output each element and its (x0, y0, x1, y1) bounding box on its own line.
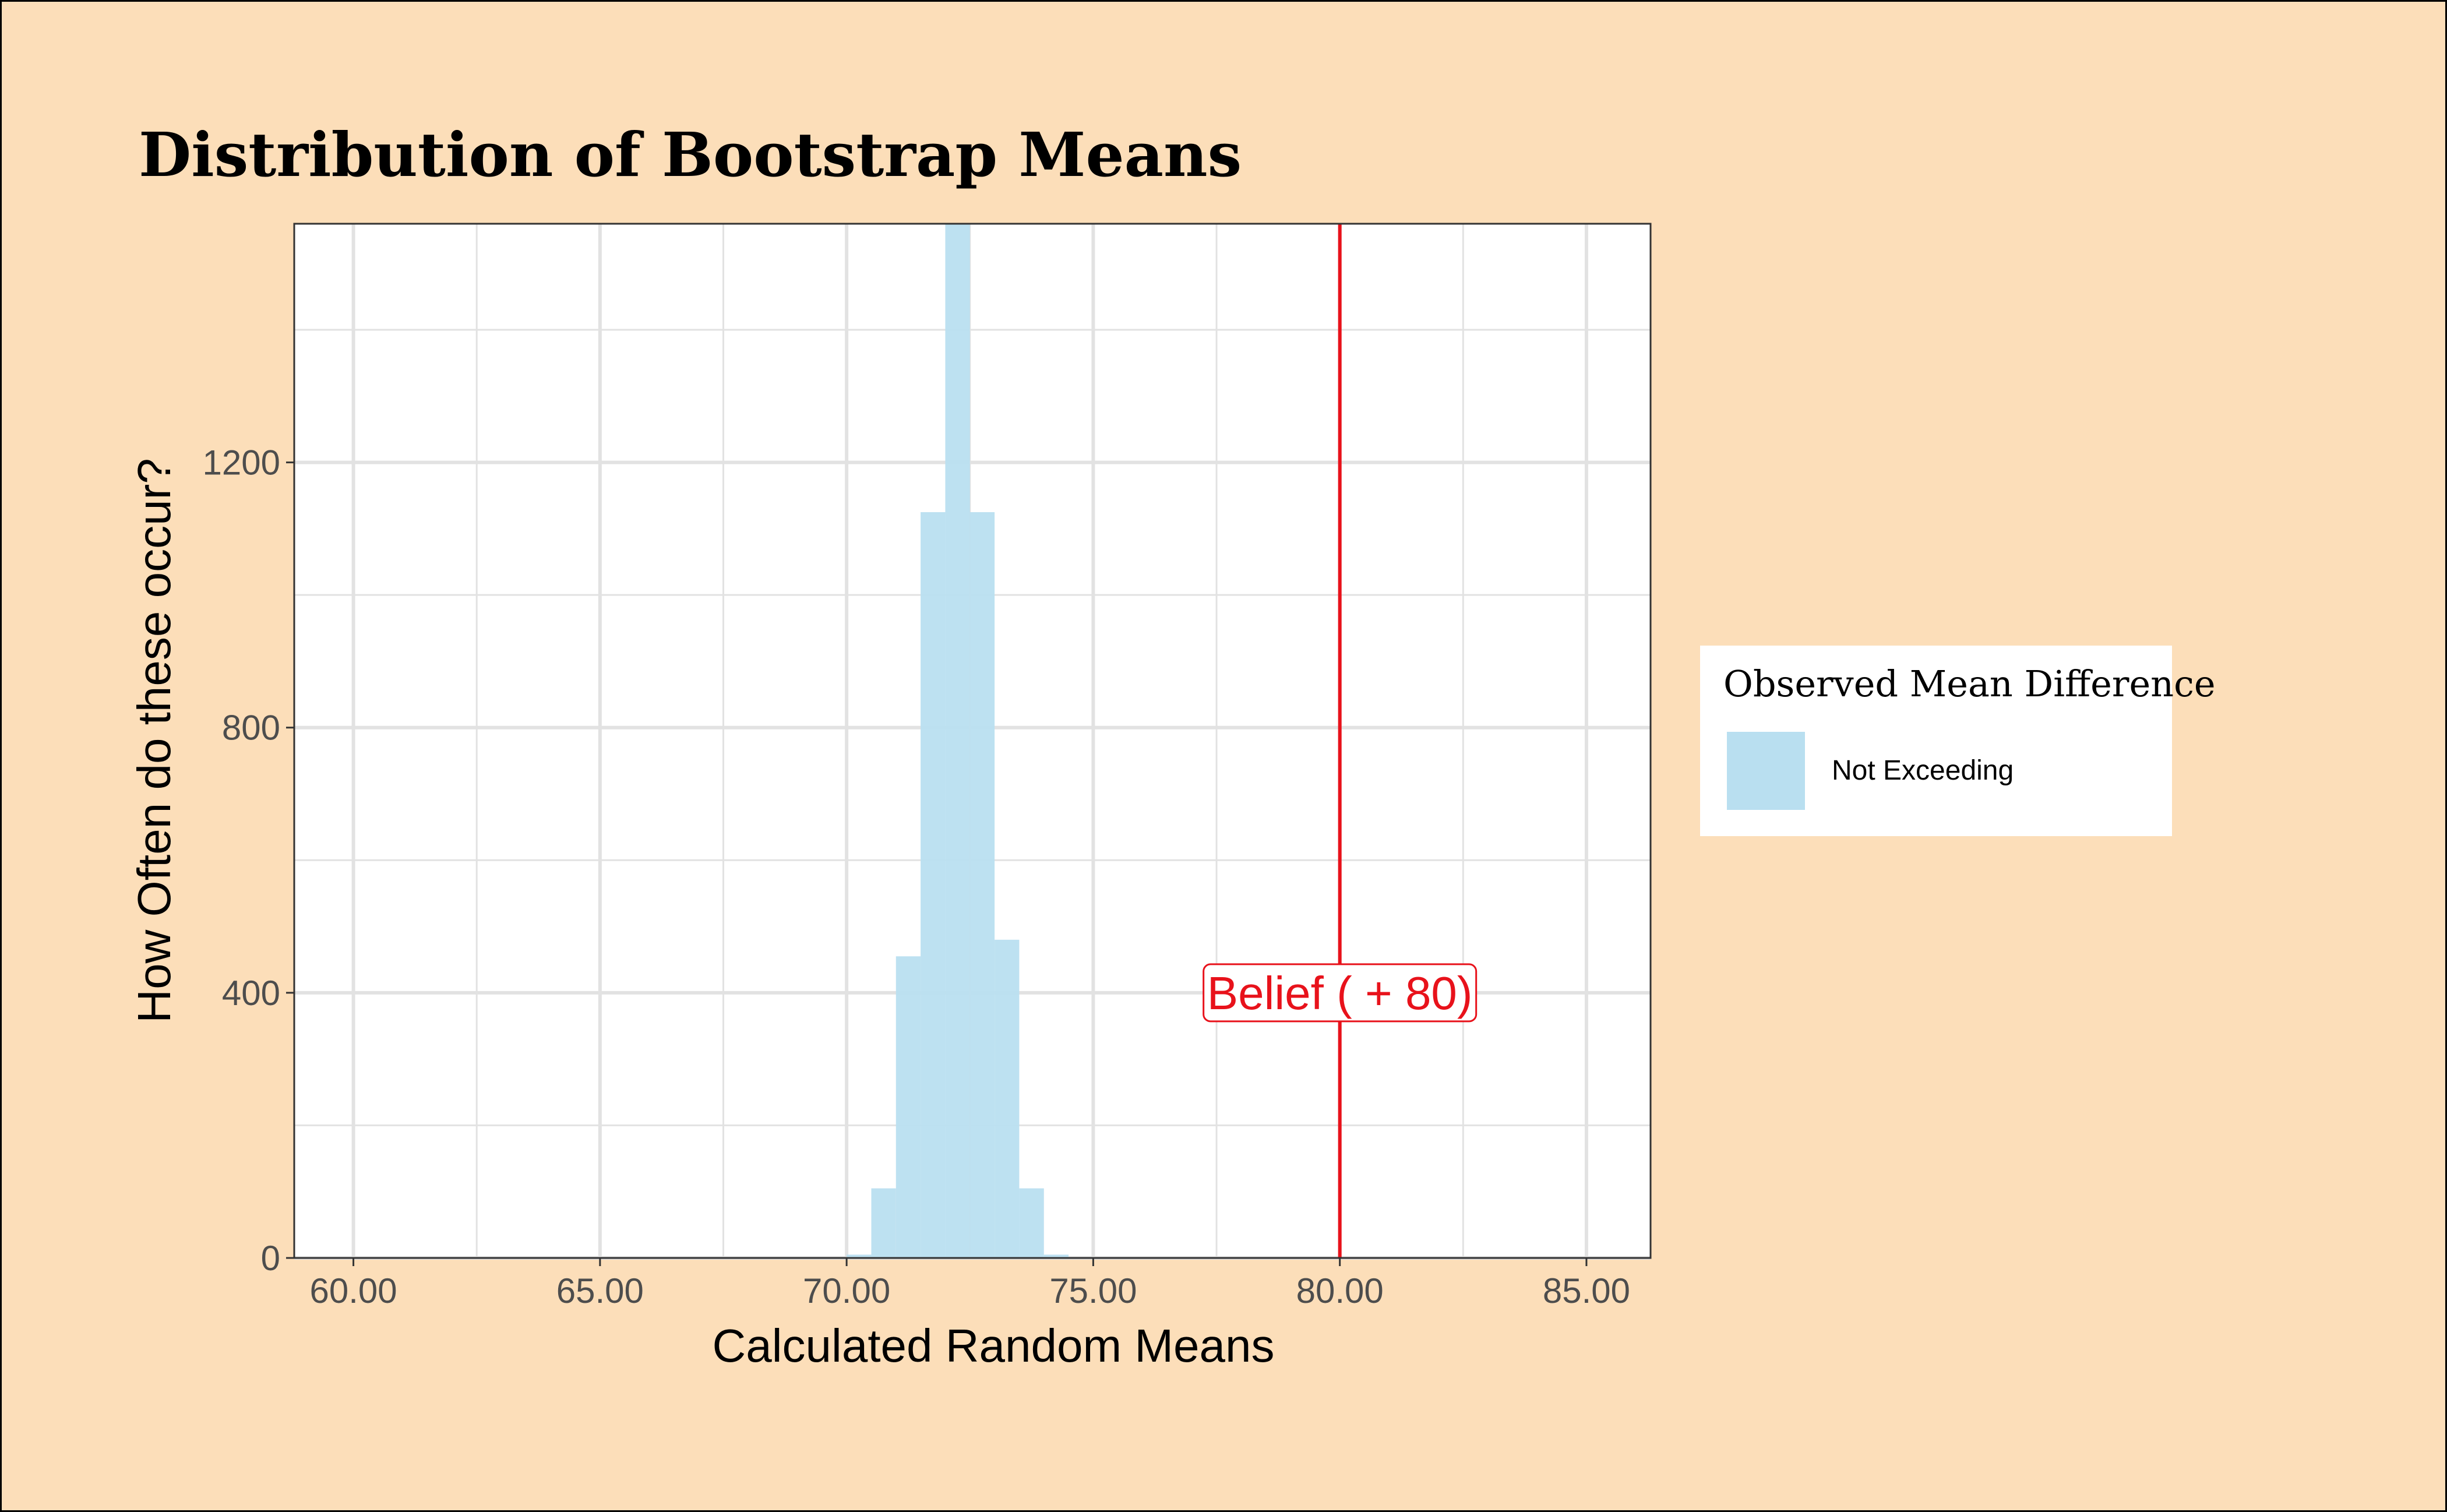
legend-swatch (1727, 732, 1805, 810)
chart-title: Distribution of Bootstrap Means (139, 119, 1242, 191)
reference-line-group: Belief ( + 80) (1203, 224, 1478, 1258)
histogram-bar (921, 512, 946, 1258)
y-axis: 0 400 800 1200 (203, 443, 294, 1278)
x-tick-label: 75.00 (1049, 1271, 1137, 1310)
x-axis: 60.00 65.00 70.00 75.00 80.00 85.00 (310, 1258, 1630, 1310)
histogram-bar (847, 1254, 872, 1258)
histogram-bar (969, 512, 995, 1258)
histogram-bar (895, 956, 921, 1258)
y-tick-label: 400 (222, 974, 280, 1013)
x-tick-label: 70.00 (803, 1271, 890, 1310)
x-axis-label: Calculated Random Means (713, 1320, 1275, 1372)
y-tick-label: 1200 (203, 443, 280, 482)
histogram-bar (1043, 1254, 1069, 1258)
histogram-bar (945, 224, 970, 1258)
histogram-bar (871, 1188, 896, 1258)
legend-title: Observed Mean Difference (1723, 662, 2216, 705)
histogram-bar (1019, 1188, 1044, 1258)
plot-panel-border (293, 223, 1652, 1259)
belief-label-box (1203, 963, 1478, 1023)
x-tick-label: 65.00 (556, 1271, 644, 1310)
belief-label: Belief ( + 80) (1207, 967, 1473, 1019)
y-axis-label: How Often do these occur? (128, 458, 180, 1023)
legend: Observed Mean Difference Not Exceeding (1700, 646, 2216, 836)
y-tick-label: 800 (222, 709, 280, 748)
histogram-bar (995, 939, 1020, 1258)
x-tick-label: 60.00 (310, 1271, 397, 1310)
legend-entry-label: Not Exceeding (1832, 755, 2014, 786)
x-tick-label: 85.00 (1543, 1271, 1630, 1310)
histogram-bars (847, 224, 1069, 1258)
y-tick-label: 0 (261, 1239, 280, 1278)
x-tick-label: 80.00 (1296, 1271, 1384, 1310)
